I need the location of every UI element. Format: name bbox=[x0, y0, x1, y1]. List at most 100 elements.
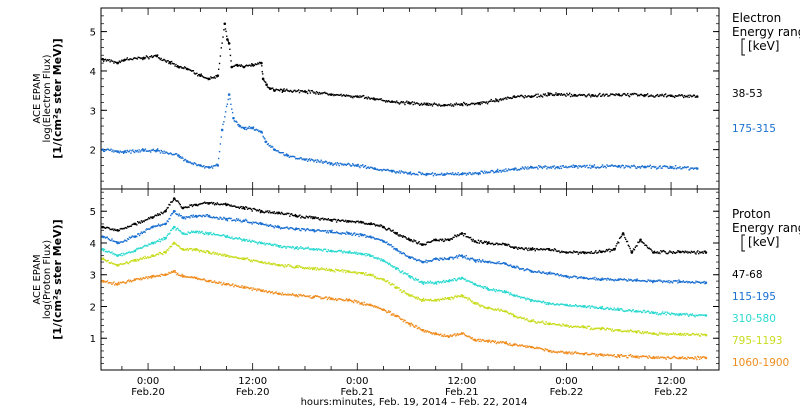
data-point bbox=[265, 223, 267, 226]
data-point bbox=[462, 101, 465, 104]
data-point bbox=[245, 287, 247, 289]
data-point bbox=[284, 264, 286, 266]
data-point bbox=[609, 278, 612, 280]
data-point bbox=[323, 161, 325, 163]
data-point bbox=[424, 173, 426, 175]
data-point bbox=[465, 297, 467, 299]
data-point bbox=[466, 297, 468, 299]
data-point bbox=[302, 228, 305, 230]
data-point bbox=[422, 103, 425, 106]
data-point bbox=[627, 244, 630, 246]
data-point bbox=[585, 251, 587, 254]
data-point bbox=[346, 298, 348, 300]
data-point bbox=[232, 116, 235, 120]
data-point bbox=[220, 235, 222, 237]
data-point bbox=[403, 252, 406, 255]
data-point bbox=[490, 261, 493, 264]
data-point bbox=[506, 291, 508, 293]
data-point bbox=[354, 95, 357, 97]
data-point bbox=[219, 234, 221, 237]
data-point bbox=[323, 219, 325, 221]
data-point bbox=[126, 240, 128, 242]
data-point bbox=[540, 301, 543, 304]
data-point bbox=[146, 218, 148, 221]
data-point bbox=[213, 280, 216, 282]
data-point bbox=[576, 325, 579, 328]
data-point bbox=[456, 173, 458, 176]
data-point bbox=[228, 256, 230, 258]
data-point bbox=[240, 286, 242, 288]
data-point bbox=[299, 90, 302, 92]
data-point bbox=[349, 251, 351, 253]
data-point bbox=[106, 236, 109, 238]
data-point bbox=[586, 305, 589, 308]
data-point bbox=[529, 269, 532, 272]
data-point bbox=[594, 94, 597, 96]
data-point bbox=[504, 170, 506, 173]
data-point bbox=[132, 149, 134, 151]
data-point bbox=[516, 96, 518, 98]
data-point bbox=[499, 289, 501, 292]
data-point bbox=[104, 281, 107, 283]
data-point bbox=[469, 103, 471, 106]
data-point bbox=[246, 240, 249, 242]
data-point bbox=[612, 330, 614, 332]
data-point bbox=[656, 334, 658, 336]
data-point bbox=[654, 166, 656, 169]
data-point bbox=[234, 256, 237, 258]
data-point bbox=[401, 236, 404, 238]
data-point bbox=[336, 93, 339, 96]
data-point bbox=[509, 292, 512, 294]
data-point bbox=[109, 228, 111, 231]
data-point bbox=[166, 60, 168, 62]
data-point bbox=[102, 150, 105, 153]
data-point bbox=[163, 211, 165, 213]
data-point bbox=[683, 313, 685, 315]
data-point bbox=[447, 104, 449, 106]
data-point bbox=[138, 149, 140, 151]
data-point bbox=[219, 143, 222, 145]
data-point bbox=[257, 243, 259, 245]
data-point bbox=[577, 352, 580, 355]
data-point bbox=[359, 252, 361, 254]
data-point bbox=[297, 227, 299, 230]
data-point bbox=[618, 237, 621, 240]
data-point bbox=[635, 245, 637, 247]
data-point bbox=[256, 241, 258, 244]
data-point bbox=[668, 279, 670, 282]
data-point bbox=[272, 146, 274, 148]
data-point bbox=[509, 312, 512, 314]
data-point bbox=[585, 277, 588, 279]
x-tick-label: 12:00 bbox=[657, 376, 686, 387]
data-point bbox=[471, 257, 474, 259]
data-point bbox=[175, 200, 177, 202]
data-point bbox=[485, 339, 487, 342]
data-point bbox=[200, 202, 202, 205]
data-point bbox=[201, 250, 203, 253]
data-point bbox=[638, 240, 641, 243]
data-point bbox=[456, 103, 458, 106]
data-point bbox=[426, 241, 428, 244]
data-point bbox=[135, 150, 138, 153]
data-point bbox=[114, 60, 116, 63]
data-point bbox=[379, 168, 381, 171]
data-point bbox=[286, 212, 288, 214]
data-point bbox=[519, 297, 522, 299]
data-point bbox=[689, 168, 691, 170]
data-point bbox=[544, 323, 547, 326]
data-point bbox=[306, 216, 308, 218]
data-point bbox=[643, 355, 646, 358]
data-point bbox=[309, 295, 311, 297]
data-point bbox=[444, 173, 447, 176]
data-point bbox=[136, 235, 138, 238]
data-point bbox=[280, 211, 283, 214]
data-point bbox=[611, 309, 614, 311]
data-point bbox=[423, 260, 426, 263]
data-point bbox=[493, 243, 496, 246]
data-point bbox=[387, 310, 390, 312]
data-point bbox=[560, 251, 562, 253]
data-point bbox=[211, 216, 213, 219]
data-point bbox=[690, 334, 693, 336]
data-point bbox=[638, 357, 640, 359]
data-point bbox=[455, 256, 457, 258]
